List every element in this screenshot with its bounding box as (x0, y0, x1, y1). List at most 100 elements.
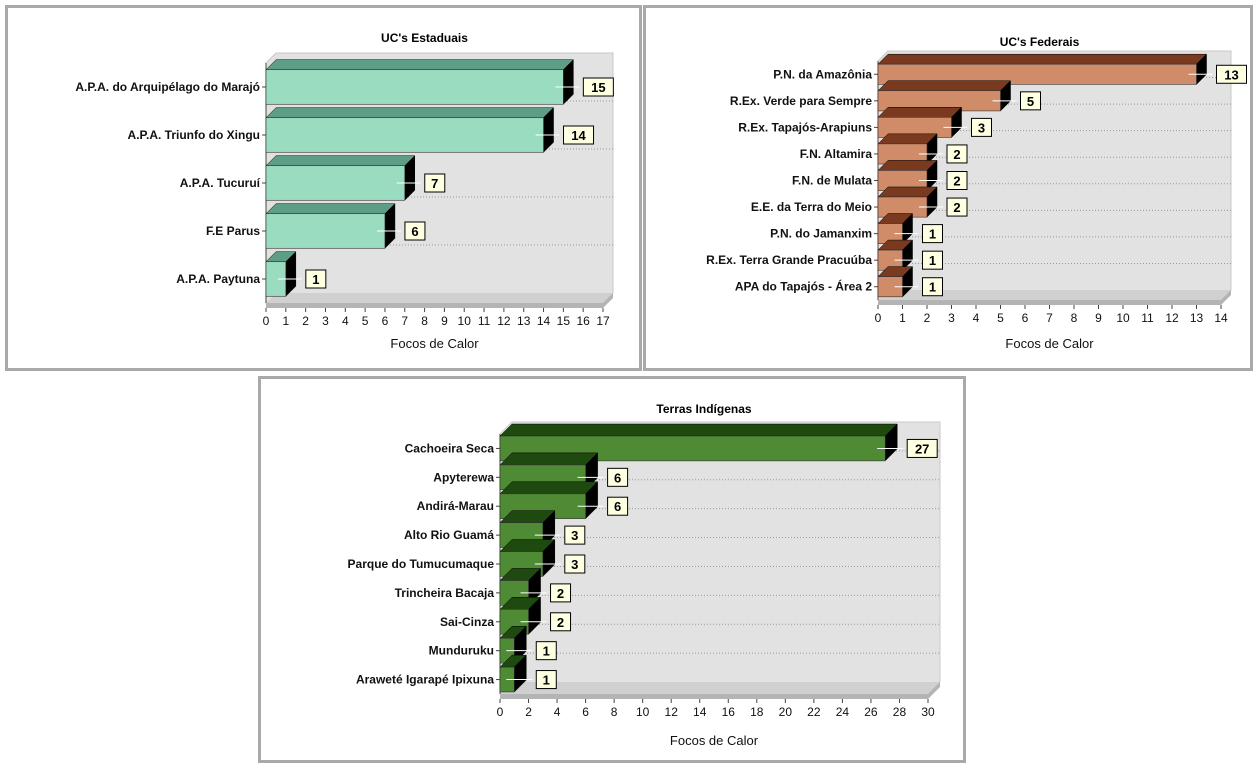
x-tick-label: 4 (973, 311, 980, 325)
x-tick-label: 18 (750, 705, 764, 719)
data-label-box (550, 583, 572, 603)
data-label: 14 (571, 128, 586, 143)
x-tick-label: 1 (282, 314, 289, 328)
data-label-box (922, 250, 943, 270)
data-label: 2 (953, 200, 960, 215)
category-label: Parque do Tumucumaque (348, 557, 495, 571)
chart-uc-federais: UC's Federais P.N. da Amazônia 1 3 R.Ex. Ver… (706, 35, 1247, 351)
x-axis-label: Focos de Calor (1005, 336, 1094, 351)
chart-panel-terras-indigenas: Terras Indígenas Cachoeira Seca 27 Apyterew… (258, 376, 966, 763)
bar (265, 165, 406, 201)
data-label: 6 (614, 470, 621, 485)
category-label: A.P.A. Paytuna (176, 272, 260, 286)
bar (265, 213, 386, 249)
data-label: 3 (571, 528, 578, 543)
data-label-box (607, 496, 629, 516)
data-label-box (946, 171, 968, 190)
data-label: 1 (312, 272, 319, 287)
x-tick-label: 3 (948, 311, 955, 325)
chart-panel-uc-federais: UC's Federais P.N. da Amazônia 1 3 R.Ex. Ver… (643, 5, 1253, 371)
plot-floor (878, 290, 1231, 300)
x-tick-label: 8 (421, 314, 428, 328)
category-label: P.N. da Amazônia (773, 67, 872, 81)
x-tick-label: 17 (596, 314, 610, 328)
x-tick-label: 26 (864, 705, 878, 719)
data-label: 6 (411, 224, 418, 239)
bar-top (877, 80, 1012, 91)
x-tick-label: 5 (362, 314, 369, 328)
category-label: P.N. do Jamanxim (770, 227, 872, 241)
data-label: 5 (1027, 94, 1034, 109)
data-label: 2 (557, 586, 564, 601)
x-tick-label: 10 (636, 705, 650, 719)
data-label-box (607, 467, 629, 487)
data-label: 3 (571, 557, 578, 572)
plot-floor (266, 293, 613, 303)
data-label-box (946, 197, 968, 217)
plot-floor-edge (500, 682, 940, 699)
x-tick-label: 16 (576, 314, 590, 328)
x-tick-label: 12 (665, 705, 679, 719)
data-label: 1 (543, 644, 550, 659)
x-tick-label: 3 (322, 314, 329, 328)
plot-floor-edge (266, 293, 613, 308)
category-label: Sai-Cinza (440, 615, 494, 629)
bar (265, 117, 544, 153)
data-label-box (404, 221, 426, 241)
x-axis-label: Focos de Calor (390, 336, 479, 351)
bar-top (265, 155, 416, 166)
x-tick-label: 11 (478, 314, 491, 328)
category-label: Trincheira Bacaja (395, 586, 495, 600)
plot-floor-edge (878, 290, 1231, 305)
chart-panel-uc-estaduais: UC's Estaduais A.P.A. do Arquipélago do M… (5, 5, 642, 371)
bar-top (877, 107, 963, 118)
x-tick-label: 14 (1214, 311, 1228, 325)
data-label: 1 (929, 227, 936, 242)
data-label: 1 (929, 280, 936, 295)
x-tick-label: 1 (899, 311, 906, 325)
data-label: 6 (614, 499, 621, 514)
bar-top (265, 107, 555, 118)
x-tick-label: 28 (893, 705, 907, 719)
x-tick-label: 22 (807, 705, 821, 719)
category-label: Apyterewa (433, 470, 494, 484)
category-label: A.P.A. Tucuruí (180, 176, 261, 190)
x-tick-label: 7 (1046, 311, 1053, 325)
data-label: 1 (543, 673, 550, 688)
data-label-box (1216, 64, 1247, 84)
x-tick-label: 14 (693, 705, 707, 719)
x-tick-label: 7 (401, 314, 408, 328)
chart-title: UC's Estaduais (381, 31, 468, 45)
data-label: 2 (557, 615, 564, 630)
bar-top (265, 203, 396, 214)
data-label-box (550, 612, 572, 632)
x-tick-label: 20 (779, 705, 793, 719)
x-axis-label: Focos de Calor (670, 733, 759, 748)
x-tick-label: 10 (458, 314, 472, 328)
data-label-box (535, 641, 557, 661)
category-label: R.Ex. Terra Grande Pracuúba (706, 253, 872, 267)
data-label: 7 (431, 176, 438, 191)
data-label: 2 (953, 174, 960, 189)
category-label: R.Ex. Verde para Sempre (730, 94, 872, 108)
data-label-box (564, 525, 586, 545)
bar-top (499, 423, 898, 437)
category-label: F.E Parus (206, 224, 260, 238)
data-label-box (582, 77, 614, 97)
x-tick-label: 8 (1071, 311, 1078, 325)
data-label-box (305, 269, 327, 289)
data-label-box (922, 277, 943, 297)
category-label: E.E. da Terra do Meio (751, 200, 872, 214)
x-tick-label: 9 (1095, 311, 1102, 325)
x-tick-label: 2 (302, 314, 309, 328)
category-label: Alto Rio Guamá (404, 528, 494, 542)
chart-title: UC's Federais (1000, 35, 1080, 49)
x-tick-label: 12 (1165, 311, 1179, 325)
x-tick-label: 2 (525, 705, 532, 719)
data-label: 3 (978, 120, 985, 135)
data-label-box (906, 438, 938, 458)
category-label: F.N. de Mulata (792, 174, 872, 188)
x-tick-label: 15 (557, 314, 571, 328)
bar (265, 69, 564, 105)
category-label: Munduruku (429, 644, 494, 658)
